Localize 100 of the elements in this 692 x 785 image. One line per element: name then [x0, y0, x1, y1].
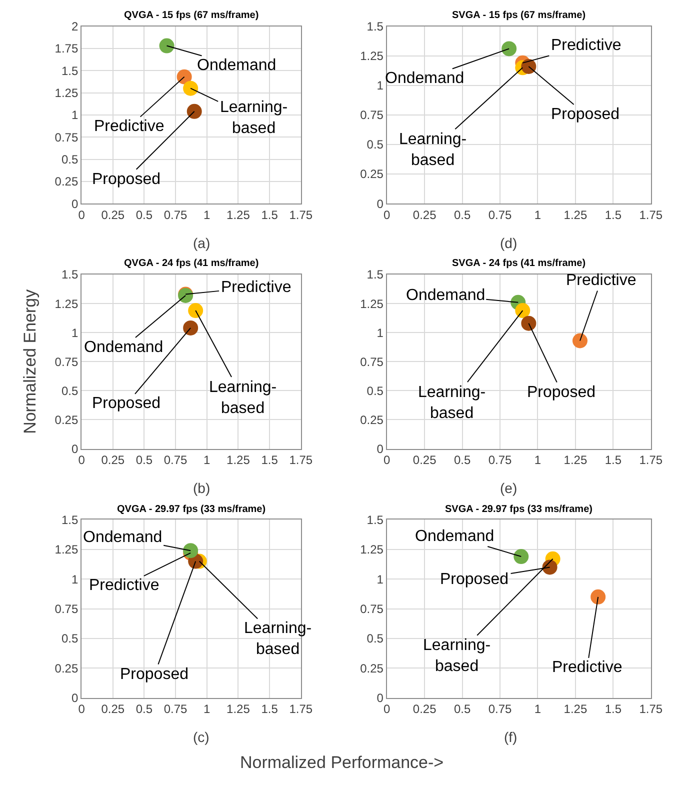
series-label: Ondemand — [83, 529, 162, 546]
x-tick-label: 1.75 — [289, 208, 313, 222]
text: Predictive — [566, 272, 636, 289]
x-tick-label: 0.5 — [136, 702, 153, 716]
point — [502, 41, 517, 56]
x-tick-label: 0.75 — [488, 453, 512, 468]
x-tick-label: 1.25 — [226, 702, 250, 716]
point — [572, 333, 588, 348]
series-label: Predictive — [551, 37, 622, 54]
series-label: Ondemand — [415, 528, 494, 545]
x-tick-label: 1 — [204, 453, 211, 468]
y-tick-label: 1.5 — [366, 512, 384, 527]
point — [159, 38, 174, 54]
text: (f) — [504, 729, 518, 745]
y-tick-label: 0 — [376, 442, 384, 456]
text: Learning- based — [244, 620, 312, 658]
y-tick-label: 0.25 — [360, 167, 384, 182]
text: Learning- based — [209, 379, 277, 417]
y-tick-label: 0.5 — [366, 384, 384, 398]
x-tick-label: 0.75 — [164, 453, 188, 468]
text: Predictive — [552, 659, 622, 676]
y-tick-label: 0.75 — [360, 602, 384, 616]
x-tick-label: 0.25 — [101, 453, 125, 468]
y-tick-label: 0.75 — [54, 354, 78, 369]
text: Ondemand — [385, 70, 464, 87]
y-tick-label: 1.25 — [54, 542, 78, 557]
x-tick-label: 0.5 — [454, 702, 471, 716]
y-tick-label: 0.75 — [54, 130, 78, 144]
text: Proposed — [92, 171, 160, 188]
x-tick-label: 1.25 — [226, 208, 250, 222]
y-tick-label: 1.25 — [360, 542, 384, 557]
y-tick-label: 1.25 — [54, 296, 78, 311]
x-tick-label: 0.5 — [454, 208, 471, 222]
x-tick-label: 1.75 — [639, 702, 663, 716]
y-tick-label: 0 — [71, 442, 78, 456]
y-tick-label: 1 — [71, 572, 78, 586]
x-tick-label: 1.5 — [604, 208, 622, 222]
series-label: Ondemand — [406, 287, 486, 304]
text: (b) — [193, 480, 210, 496]
text: Learning- based — [423, 637, 491, 675]
text: (d) — [500, 235, 518, 251]
text: Proposed — [440, 571, 508, 588]
text: (e) — [500, 480, 518, 496]
x-tick-label: 0.75 — [164, 702, 188, 716]
x-tick-label: 1.25 — [226, 453, 250, 468]
x-tick-label: 0.25 — [101, 702, 125, 716]
point — [514, 549, 529, 564]
series-label: Learning- based — [220, 99, 288, 137]
text: (c) — [193, 729, 210, 745]
chart-title: QVGA - 15 fps (67 ms/frame) — [124, 10, 259, 21]
text: (a) — [193, 235, 210, 251]
point — [183, 320, 198, 336]
y-tick-label: 1.25 — [360, 49, 384, 64]
x-tick-label: 1.5 — [261, 208, 278, 222]
x-tick-label: 1.75 — [639, 453, 663, 468]
y-tick-label: 0.5 — [61, 384, 78, 398]
point — [515, 303, 530, 318]
y-tick-label: 0 — [71, 196, 78, 211]
text: Learning- based — [399, 131, 467, 169]
y-tick-label: 1.5 — [366, 268, 384, 282]
y-tick-label: 0.25 — [54, 174, 78, 189]
x-tick-label: 1.25 — [564, 453, 588, 468]
x-tick-label: 1.5 — [261, 453, 278, 468]
x-tick-label: 0.25 — [412, 702, 437, 716]
x-tick-label: 0.5 — [136, 453, 153, 468]
x-tick-label: 1.75 — [289, 453, 313, 468]
x-tick-label: 0.75 — [488, 702, 512, 716]
x-tick-label: 1.75 — [639, 208, 663, 222]
y-tick-label: 0.5 — [366, 138, 384, 152]
point — [542, 560, 558, 575]
y-tick-label: 0.25 — [54, 412, 78, 427]
chart-title: QVGA - 24 fps (41 ms/frame) — [124, 258, 259, 269]
y-tick-label: 0 — [376, 691, 384, 706]
text: Ondemand — [84, 339, 164, 356]
y-tick-label: 1 — [376, 78, 384, 93]
y-tick-label: 0.5 — [61, 632, 78, 646]
x-tick-label: 1.25 — [564, 702, 588, 716]
y-tick-label: 2 — [71, 19, 78, 34]
x-tick-label: 0.25 — [412, 208, 437, 222]
point — [183, 80, 198, 96]
y-tick-label: 0 — [376, 196, 384, 211]
y-tick-label: 1.5 — [366, 19, 384, 34]
x-tick-label: 0.75 — [488, 208, 512, 222]
y-axis-title: Normalized Energy — [20, 288, 40, 434]
point — [521, 316, 536, 331]
chart-title: QVGA - 29.97 fps (33 ms/frame) — [117, 504, 266, 515]
x-tick-label: 1 — [534, 702, 542, 716]
text: Proposed — [120, 666, 188, 683]
x-tick-label: 1.25 — [564, 208, 588, 222]
y-tick-label: 0.25 — [360, 661, 384, 676]
chart-title: SVGA - 24 fps (41 ms/frame) — [452, 258, 586, 269]
series-label: Predictive — [221, 279, 292, 296]
text: Proposed — [92, 395, 160, 412]
y-tick-label: 1.5 — [61, 64, 78, 78]
x-tick-label: 0.5 — [454, 453, 471, 468]
x-tick-label: 0.25 — [101, 208, 125, 222]
text: Predictive — [94, 118, 164, 135]
x-tick-label: 1.5 — [604, 702, 622, 716]
y-tick-label: 0 — [71, 691, 78, 706]
y-tick-label: 1 — [376, 572, 384, 586]
